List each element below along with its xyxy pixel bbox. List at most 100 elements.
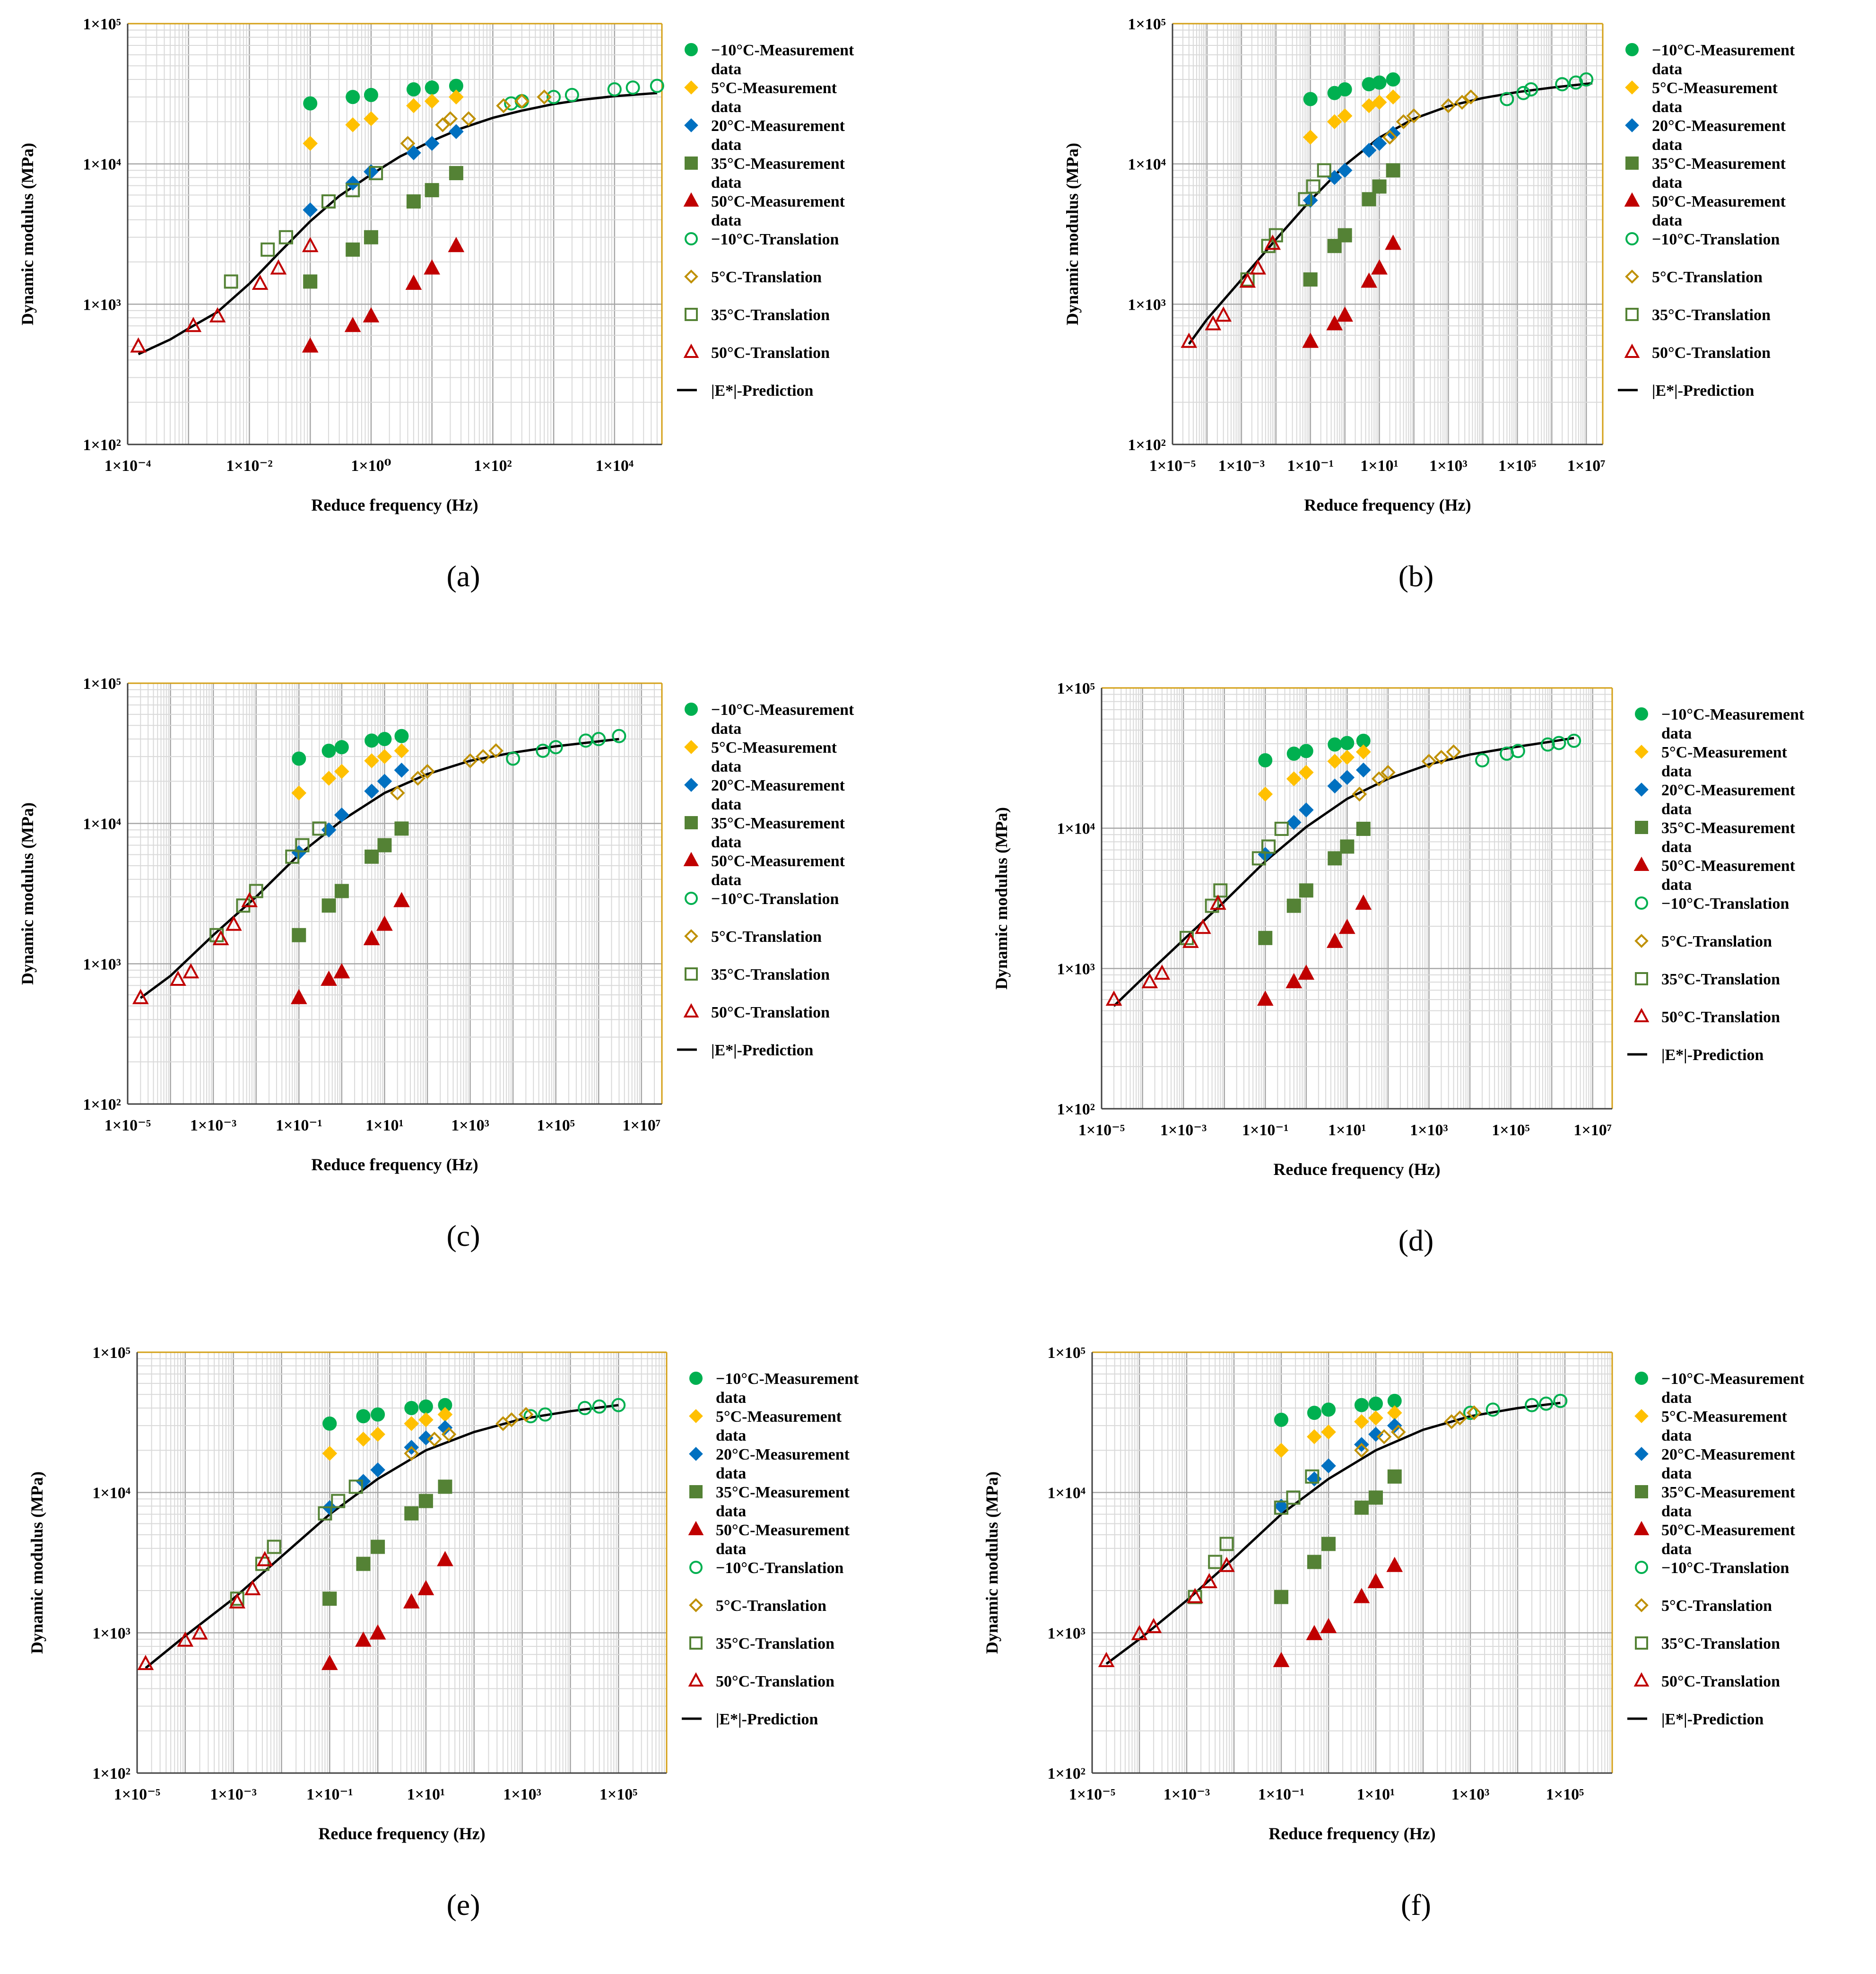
y-tick-label: 1×10⁵ — [83, 16, 121, 33]
y-axis-label: Dynamic modulus (MPa) — [982, 1471, 1001, 1654]
data-point — [406, 194, 421, 209]
prediction-curve — [1105, 1401, 1561, 1665]
data-point — [371, 1539, 385, 1554]
legend-label: −10°C-Translation — [711, 231, 839, 248]
data-point — [1372, 75, 1387, 90]
data-point — [1371, 259, 1388, 275]
data-point — [1328, 737, 1342, 752]
data-point — [1338, 82, 1352, 96]
data-point — [417, 1580, 434, 1595]
data-point — [488, 743, 504, 758]
data-point — [1446, 744, 1461, 760]
legend-label: 5°C-Measurement data — [1661, 1408, 1788, 1444]
legend-label: |E*|-Prediction — [716, 1711, 818, 1728]
data-point — [449, 124, 464, 139]
grid — [1091, 1351, 1613, 1774]
x-tick-label: 1×10⁻⁵ — [1069, 1786, 1116, 1803]
legend-label: −10°C-Translation — [1652, 231, 1780, 248]
y-tick-label: 1×10⁴ — [83, 816, 121, 833]
data-point — [1441, 98, 1456, 113]
legend-marker — [1633, 856, 1650, 871]
series-5 — [523, 1398, 626, 1424]
data-point — [1251, 851, 1266, 866]
data-point — [1354, 1443, 1369, 1458]
data-point — [1258, 786, 1273, 802]
x-tick-label: 1×10¹ — [1328, 1122, 1366, 1139]
data-point — [321, 970, 337, 986]
data-point — [1298, 964, 1315, 980]
series-7 — [224, 166, 383, 289]
data-point — [321, 771, 337, 786]
data-point — [404, 1401, 419, 1416]
legend-label: |E*|-Prediction — [1661, 1711, 1764, 1728]
series-8 — [132, 892, 258, 1004]
legend-marker — [684, 740, 698, 754]
data-point — [578, 1401, 592, 1416]
data-point — [548, 740, 563, 755]
data-point — [405, 274, 422, 290]
x-tick-label: 1×10³ — [503, 1786, 541, 1803]
legend-label: 5°C-Translation — [1661, 933, 1772, 950]
legend-marker — [689, 1561, 703, 1574]
y-tick-label: 1×10⁴ — [92, 1485, 130, 1502]
data-point — [363, 930, 380, 946]
grid — [1101, 687, 1613, 1110]
y-tick-label: 1×10⁵ — [1128, 16, 1166, 33]
legend-label: 5°C-Translation — [711, 928, 822, 946]
legend-marker — [683, 192, 699, 207]
data-point — [435, 117, 451, 132]
data-point — [1369, 1490, 1383, 1505]
x-tick-label: 1×10⁻¹ — [306, 1786, 353, 1803]
data-point — [1273, 1652, 1290, 1667]
data-point — [1105, 990, 1122, 1006]
panel-caption: (a) — [446, 559, 480, 593]
legend-label: −10°C-Translation — [711, 890, 839, 908]
data-point — [1387, 1393, 1402, 1408]
legend-label: −10°C-Translation — [1661, 1559, 1789, 1577]
chart-panel-b: 1×10² 1×10³ 1×10⁴ 1×10⁵ 1×10⁻⁵ 1×10⁻³ 1×10⁻¹ 1×… — [1063, 16, 1795, 593]
legend-label: 50°C-Measurement data — [711, 852, 845, 889]
x-tick-label: 1×10³ — [451, 1117, 489, 1134]
legend-marker — [685, 967, 698, 981]
data-point — [400, 136, 416, 151]
data-point — [312, 821, 327, 836]
series-3 — [303, 166, 463, 289]
data-point — [1219, 1537, 1234, 1551]
legend-label: 50°C-Translation — [1661, 1673, 1780, 1690]
data-point — [1339, 919, 1355, 934]
series-2 — [1258, 762, 1371, 862]
legend-marker — [1633, 1672, 1650, 1687]
y-tick-label: 1×10² — [83, 1096, 121, 1113]
series-4 — [302, 237, 465, 353]
data-point — [356, 1409, 371, 1424]
x-tick-label: 1×10⁻¹ — [1287, 457, 1334, 475]
data-point — [377, 774, 392, 789]
data-point — [1298, 765, 1314, 780]
data-point — [1339, 770, 1355, 785]
data-point — [1337, 163, 1353, 178]
data-point — [1274, 821, 1289, 836]
data-point — [334, 764, 349, 779]
series-8 — [1105, 894, 1226, 1006]
data-point — [334, 740, 349, 755]
data-point — [1396, 114, 1411, 130]
data-point — [1298, 192, 1312, 207]
legend-label: 35°C-Measurement data — [711, 815, 845, 851]
legend-label: 50°C-Translation — [711, 1004, 830, 1021]
legend-marker — [689, 1598, 703, 1612]
y-tick-label: 1×10⁵ — [83, 675, 121, 693]
data-point — [1376, 1429, 1392, 1444]
data-point — [1475, 753, 1490, 767]
data-point — [438, 1479, 452, 1494]
legend-label: 35°C-Measurement data — [711, 155, 845, 191]
legend-marker — [683, 343, 699, 358]
x-tick-label: 1×10⁴ — [596, 457, 634, 475]
x-tick-label: 1×10⁻³ — [190, 1117, 237, 1134]
data-point — [424, 136, 440, 151]
data-point — [292, 751, 306, 766]
data-point — [441, 1426, 457, 1442]
legend-marker — [685, 232, 698, 245]
legend-marker — [1635, 972, 1648, 985]
y-tick-label: 1×10⁴ — [1047, 1485, 1086, 1502]
